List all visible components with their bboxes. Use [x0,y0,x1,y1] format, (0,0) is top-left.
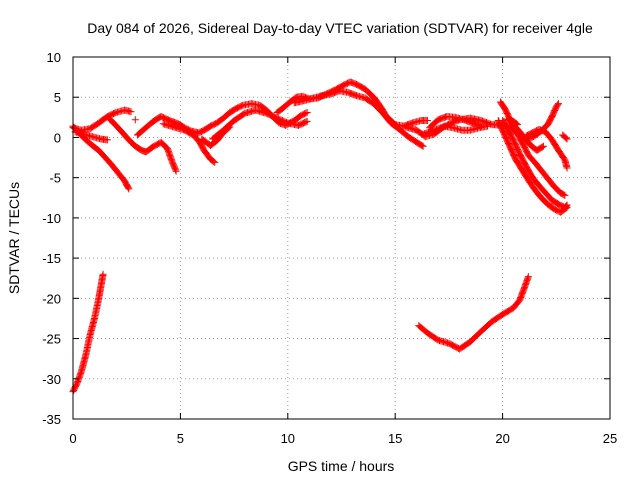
series-isolated [131,116,139,124]
data-points [69,78,571,396]
series-track-14 [426,113,485,132]
data-point [538,143,546,151]
data-point [419,142,427,150]
data-point [226,123,234,131]
data-point [303,109,311,117]
data-point [302,109,310,117]
data-point [484,122,492,130]
data-point [561,191,569,199]
y-tick-label: -20 [42,291,61,306]
series-track-3 [71,128,111,144]
data-point [302,118,310,126]
y-tick-label: -25 [42,332,61,347]
series-track-23 [69,270,107,396]
data-point [563,164,571,172]
x-tick-label: 20 [495,431,509,446]
series-track-4 [106,115,180,175]
y-tick-label: -5 [49,171,61,186]
y-tick-label: 10 [47,50,61,65]
series-track-15 [496,98,569,199]
data-point [513,120,521,128]
x-tick-label: 25 [603,431,617,446]
data-point [562,204,570,212]
chart-title: Day 084 of 2026, Sidereal Day-to-day VTE… [87,20,593,36]
data-point [210,158,218,166]
series-track-22 [559,131,571,143]
plot-frame [72,56,611,420]
y-tick-label: -30 [42,372,61,387]
y-tick-label: 0 [54,130,61,145]
data-point [563,135,571,143]
axis-ticks: 0 5 10 15 20 25 10 5 0 -5 -10 -15 -20 -25 -30 -35 [42,50,617,446]
y-axis-label: SDTVAR / TECUs [6,182,22,294]
data-point [125,185,133,193]
y-tick-label: -10 [42,211,61,226]
series-track-11 [290,87,427,150]
data-point [172,166,180,174]
series-track-6 [159,120,219,166]
data-point [211,158,219,166]
grid-lines [73,57,610,419]
series-track-20 [522,125,571,172]
data-point [423,117,431,125]
data-point [562,134,570,142]
y-tick-label: -35 [42,412,61,427]
x-axis-label: GPS time / hours [288,458,395,474]
x-tick-label: 5 [177,431,184,446]
data-point [303,117,311,125]
data-point [524,273,532,281]
series-track-7 [194,100,311,137]
data-point [514,121,522,129]
x-tick-label: 10 [281,431,295,446]
series-track-24 [415,273,532,353]
data-point [554,100,562,108]
data-point [477,122,485,130]
data-point [124,184,132,192]
data-point [103,136,111,144]
y-tick-label: 5 [54,90,61,105]
series-track-17 [494,117,571,216]
x-tick-label: 15 [388,431,402,446]
series-track-21 [503,115,522,129]
data-point [554,101,562,109]
x-tick-label: 0 [69,431,76,446]
data-point [563,203,571,211]
series-track-13 [419,122,492,138]
data-point [127,108,135,116]
data-point [131,116,139,124]
data-point [418,142,426,150]
data-point [225,124,233,132]
data-point [172,167,180,175]
series-track-8 [209,106,311,143]
y-tick-label: -15 [42,251,61,266]
data-point [539,142,547,150]
data-point [99,270,107,278]
series-track-9 [198,123,234,149]
data-point [560,191,568,199]
